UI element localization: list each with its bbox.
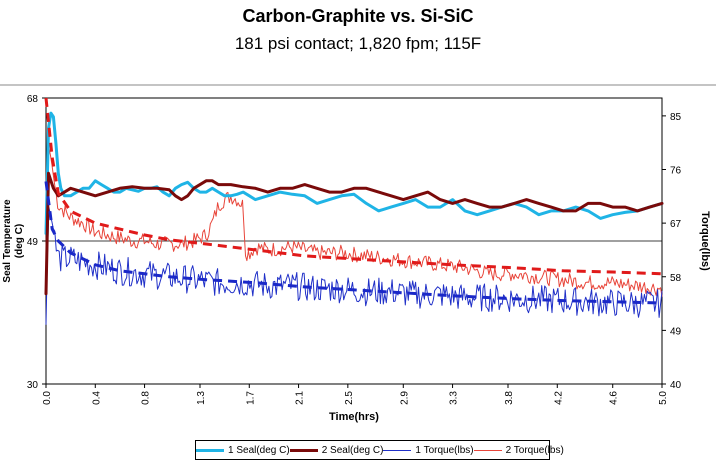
y-axis-label-line-1: Seal Temperature <box>2 199 13 283</box>
x-tick-label: 0.0 <box>42 391 53 405</box>
legend: 1 Seal(deg C) 2 Seal(deg C) 1 Torque(lbs… <box>195 440 564 460</box>
legend-item: 1 Seal(deg C) <box>196 445 290 456</box>
series-1-torque-lbs <box>45 207 663 325</box>
y2-tick-label: 58 <box>670 273 682 284</box>
legend-label: 2 Torque(lbs) <box>505 444 564 456</box>
x-tick-label: 0.4 <box>91 391 102 405</box>
plot-area: Seal Temperature (deg C) Torque(lbs) Tim… <box>0 84 716 423</box>
y2-tick-label: 76 <box>670 166 682 177</box>
x-tick-label: 1.7 <box>245 391 256 405</box>
legend-swatch <box>383 449 412 451</box>
y-axis-label-line-2: (deg C) <box>14 224 25 258</box>
y2-tick-label: 40 <box>670 380 682 391</box>
y-tick-label: 30 <box>27 380 39 391</box>
y2-tick-label: 85 <box>670 112 682 123</box>
x-tick-label: 0.8 <box>141 391 152 405</box>
x-tick-label: 2.5 <box>344 391 355 405</box>
legend-swatch <box>473 449 502 451</box>
series-1-seal-deg-c <box>44 111 664 235</box>
chart-title: Carbon-Graphite vs. Si-SiC <box>242 6 474 26</box>
legend-label: 1 Torque(lbs) <box>415 444 474 456</box>
y2-tick-label: 67 <box>670 219 682 230</box>
y2-axis-label: Torque(lbs) <box>699 211 711 271</box>
y2-tick-label: 49 <box>670 326 682 337</box>
chart-subtitle: 181 psi contact; 1,820 fpm; 115F <box>234 34 482 53</box>
legend-item: 2 Seal(deg C) <box>289 444 384 456</box>
x-tick-label: 4.2 <box>553 391 564 405</box>
series-2-torque-lbs-trend <box>44 97 663 276</box>
x-tick-label: 1.3 <box>196 391 207 405</box>
legend-item: 1 Torque(lbs) <box>383 444 474 456</box>
x-tick-label: 5.0 <box>658 391 669 405</box>
x-tick-label: 2.9 <box>399 391 410 405</box>
series-1-torque-lbs-trend <box>44 181 663 305</box>
y-tick-label: 49 <box>27 237 39 248</box>
legend-item: 2 Torque(lbs) <box>473 444 564 456</box>
x-axis-label: Time(hrs) <box>329 411 379 423</box>
x-tick-label: 4.6 <box>609 391 620 405</box>
x-tick-label: 3.8 <box>504 391 515 405</box>
legend-swatch <box>289 448 318 452</box>
y-tick-label: 68 <box>27 94 39 105</box>
series-2-torque-lbs <box>45 147 663 297</box>
legend-label: 1 Seal(deg C) <box>228 444 290 456</box>
legend-swatch <box>196 448 224 452</box>
series-2-seal-deg-c <box>44 171 664 296</box>
x-tick-label: 3.3 <box>449 391 460 405</box>
legend-label: 2 Seal(deg C) <box>321 444 384 456</box>
x-tick-label: 2.1 <box>295 391 306 405</box>
